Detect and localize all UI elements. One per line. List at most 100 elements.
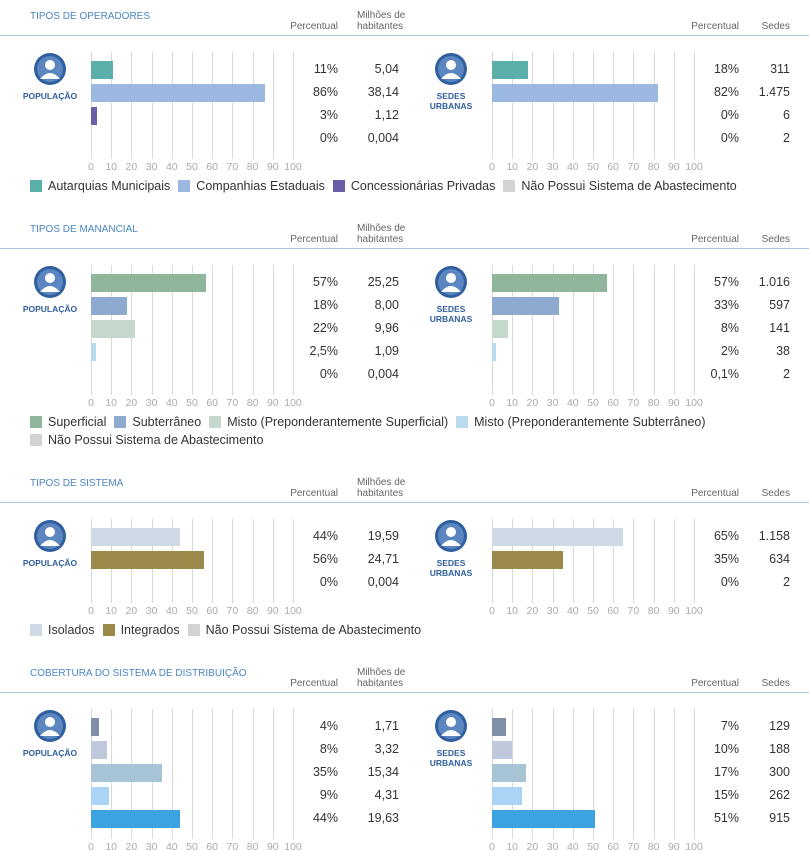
bar: [492, 343, 497, 361]
legend-swatch: [503, 180, 516, 192]
grid-line: [653, 52, 655, 159]
count-label: 0,004: [367, 575, 399, 589]
x-tick-label: 90: [667, 397, 680, 409]
pct-header: Percentual: [290, 678, 338, 689]
icon-label: SEDES URBANAS: [429, 91, 473, 111]
x-tick-label: 90: [667, 841, 680, 850]
x-tick-label: 30: [145, 605, 158, 617]
bar: [492, 551, 563, 569]
value-label: 9%: [319, 788, 338, 802]
icon-label: SEDES URBANAS: [429, 558, 473, 578]
bar: [492, 297, 559, 315]
section-title: TIPOS DE OPERADORES: [30, 11, 151, 22]
x-tick-label: 0: [88, 841, 94, 850]
grid-line: [252, 709, 254, 839]
separator: [0, 502, 809, 503]
icon-label: POPULAÇÃO: [22, 558, 78, 568]
legend-swatch: [178, 180, 191, 192]
x-tick-label: 0: [88, 161, 94, 173]
value-label: 65%: [713, 529, 739, 543]
pct-header: Percentual: [691, 678, 739, 689]
bar: [492, 718, 507, 736]
x-tick-label: 100: [284, 605, 302, 617]
x-tick-label: 50: [186, 397, 198, 409]
value-label: 33%: [713, 298, 739, 312]
separator: [0, 692, 809, 693]
value-label: 57%: [713, 275, 739, 289]
grid-line: [272, 265, 274, 395]
x-tick-label: 80: [647, 161, 660, 173]
grid-line: [552, 52, 554, 159]
value-label: 56%: [312, 552, 338, 566]
value-label: 4%: [319, 719, 338, 733]
legend-label: Não Possui Sistema de Abastecimento: [205, 623, 422, 637]
section-title: TIPOS DE SISTEMA: [30, 478, 124, 489]
grid-line: [694, 519, 695, 603]
value-label: 0%: [720, 108, 739, 122]
x-tick-label: 30: [145, 397, 158, 409]
x-tick-label: 40: [566, 605, 579, 617]
count-label: 262: [769, 788, 790, 802]
grid-line: [572, 709, 574, 839]
grid-line: [192, 52, 193, 159]
grid-line: [572, 265, 574, 395]
legend-label: Não Possui Sistema de Abastecimento: [521, 179, 737, 193]
bar: [91, 741, 108, 759]
grid-line: [171, 709, 173, 839]
x-tick-label: 30: [546, 841, 559, 850]
legend-label: Isolados: [48, 623, 95, 637]
x-tick-label: 10: [105, 841, 118, 850]
grid-line: [212, 519, 214, 603]
count-label: 2: [783, 575, 790, 589]
value-label: 7%: [720, 719, 739, 733]
x-tick-label: 60: [607, 605, 620, 617]
x-tick-label: 70: [226, 605, 239, 617]
grid-line: [593, 52, 594, 159]
x-tick-label: 100: [685, 605, 703, 617]
legend-label: Não Possui Sistema de Abastecimento: [48, 433, 264, 447]
grid-line: [111, 52, 113, 159]
x-tick-label: 10: [506, 841, 519, 850]
count-label: 300: [769, 765, 790, 779]
grid-line: [673, 709, 675, 839]
icon: [434, 265, 468, 304]
x-tick-label: 20: [125, 841, 138, 850]
x-tick-label: 50: [587, 161, 599, 173]
value-label: 18%: [312, 298, 338, 312]
count-label: 1.016: [758, 275, 790, 289]
pct-header: Percentual: [290, 234, 338, 245]
count-label: 9,96: [374, 321, 399, 335]
x-tick-label: 80: [647, 605, 660, 617]
icon: [33, 709, 67, 748]
grid-line: [512, 265, 514, 395]
bar: [91, 297, 128, 315]
value-label: 11%: [313, 62, 338, 76]
bar: [91, 343, 97, 361]
legend-label: Subterrâneo: [132, 415, 202, 429]
grid-line: [212, 52, 214, 159]
icon-label: SEDES URBANAS: [429, 748, 473, 768]
x-tick-label: 10: [105, 605, 118, 617]
bar: [91, 810, 180, 828]
grid-line: [171, 52, 173, 159]
count-label: 6: [783, 108, 790, 122]
separator: [0, 248, 809, 249]
x-tick-label: 20: [526, 605, 539, 617]
grid-line: [492, 52, 493, 159]
x-tick-label: 20: [125, 605, 138, 617]
count-label: 8,00: [374, 298, 399, 312]
x-tick-label: 50: [186, 841, 198, 850]
value-label: 3%: [319, 108, 338, 122]
legend-label: Concessionárias Privadas: [350, 179, 496, 193]
x-tick-label: 90: [266, 841, 279, 850]
value-label: 0%: [720, 131, 739, 145]
value-label: 10%: [713, 742, 739, 756]
grid-line: [613, 265, 615, 395]
x-tick-label: 90: [266, 605, 279, 617]
separator: [0, 35, 809, 36]
grid-line: [633, 265, 635, 395]
value-label: 2%: [720, 344, 739, 358]
bar: [492, 787, 523, 805]
grid-line: [653, 519, 655, 603]
